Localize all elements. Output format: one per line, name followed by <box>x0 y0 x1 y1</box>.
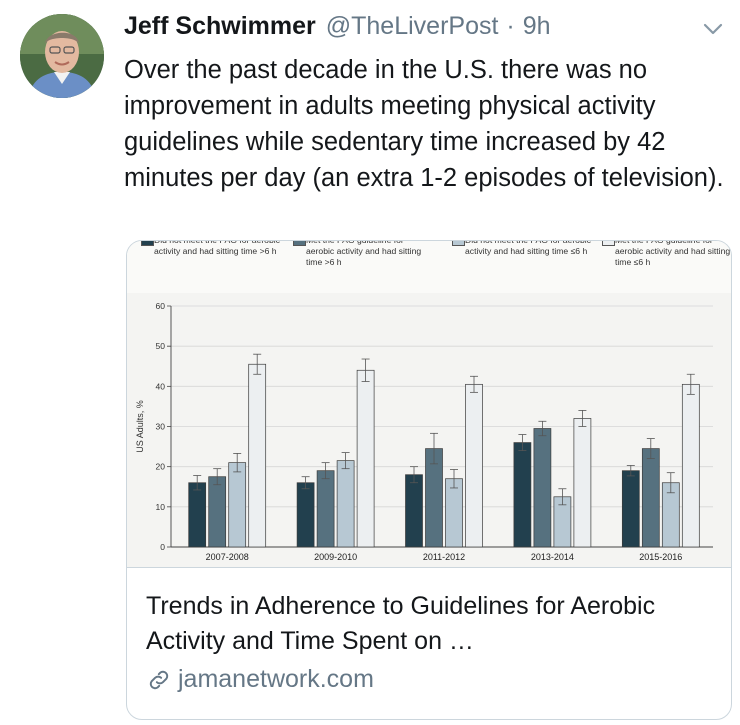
x-tick-label: 2013-2014 <box>531 552 574 562</box>
chevron-down-icon <box>703 23 723 35</box>
card-title: Trends in Adherence to Guidelines for Ae… <box>146 592 656 655</box>
tweet-header: Jeff Schwimmer @TheLiverPost · 9h <box>124 12 720 48</box>
bar <box>188 482 207 548</box>
bar <box>513 442 532 548</box>
bar <box>573 418 592 548</box>
legend-swatch <box>602 241 615 246</box>
x-tick-label: 2007-2008 <box>206 552 249 562</box>
tweet-time[interactable]: 9h <box>522 12 551 40</box>
x-tick-label: 2015-2016 <box>639 552 682 562</box>
bar <box>228 462 247 548</box>
bar <box>208 476 227 548</box>
bar <box>356 369 375 548</box>
x-tick-label: 2011-2012 <box>423 552 465 562</box>
legend-swatch <box>293 241 306 246</box>
separator-dot: · <box>506 12 515 40</box>
bar <box>681 383 700 548</box>
bar <box>533 428 552 548</box>
bar <box>336 460 355 548</box>
legend-label: Met the PAG guideline for aerobic activi… <box>615 241 731 267</box>
author-avatar[interactable] <box>20 14 104 98</box>
avatar-image <box>20 14 104 98</box>
link-icon <box>149 670 169 689</box>
bar <box>465 383 483 548</box>
bar <box>445 478 463 548</box>
bar <box>641 448 660 548</box>
legend-item-2: Met the PAG guideline for aerobic activi… <box>293 241 432 268</box>
legend-label: Met the PAG guideline for aerobic activi… <box>306 241 422 267</box>
y-tick-label: 10 <box>156 502 166 512</box>
legend-item-1: Did not meet the PAG for aerobic activit… <box>141 241 280 257</box>
y-tick-label: 20 <box>156 462 166 472</box>
y-tick-label: 40 <box>156 381 166 391</box>
bar <box>316 470 335 548</box>
bar <box>621 470 640 548</box>
chart: 0 10 20 30 40 50 60 US Adults, % 2007-2008 2009-2… <box>127 293 731 563</box>
legend-item-3: Did not meet the PAG for aerobic activit… <box>452 241 591 257</box>
card-domain: jamanetwork.com <box>178 665 374 693</box>
legend-item-4: Met the PAG guideline for aerobic activi… <box>602 241 731 268</box>
bar <box>248 363 267 548</box>
author-handle[interactable]: @TheLiverPost <box>325 12 499 40</box>
y-tick-label: 50 <box>156 341 166 351</box>
bar <box>296 482 315 548</box>
link-card[interactable]: Did not meet the PAG for aerobic activit… <box>126 240 732 720</box>
y-tick-label: 0 <box>160 542 165 552</box>
legend-swatch <box>452 241 465 246</box>
x-tick-label: 2009-2010 <box>314 552 357 562</box>
y-tick-label: 60 <box>156 301 166 311</box>
tweet-text: Over the past decade in the U.S. there w… <box>124 56 724 192</box>
card-image: Did not meet the PAG for aerobic activit… <box>127 241 731 568</box>
chart-legend: Did not meet the PAG for aerobic activit… <box>127 241 731 294</box>
y-axis-label: US Adults, % <box>135 400 145 453</box>
legend-label: Did not meet the PAG for aerobic activit… <box>154 241 280 256</box>
card-domain-row: jamanetwork.com <box>146 665 374 694</box>
more-options-button[interactable] <box>700 16 726 42</box>
author-name[interactable]: Jeff Schwimmer <box>124 12 316 40</box>
legend-label: Did not meet the PAG for aerobic activit… <box>465 241 591 256</box>
bar <box>405 474 423 548</box>
legend-swatch <box>141 241 154 246</box>
y-tick-label: 30 <box>156 422 166 432</box>
